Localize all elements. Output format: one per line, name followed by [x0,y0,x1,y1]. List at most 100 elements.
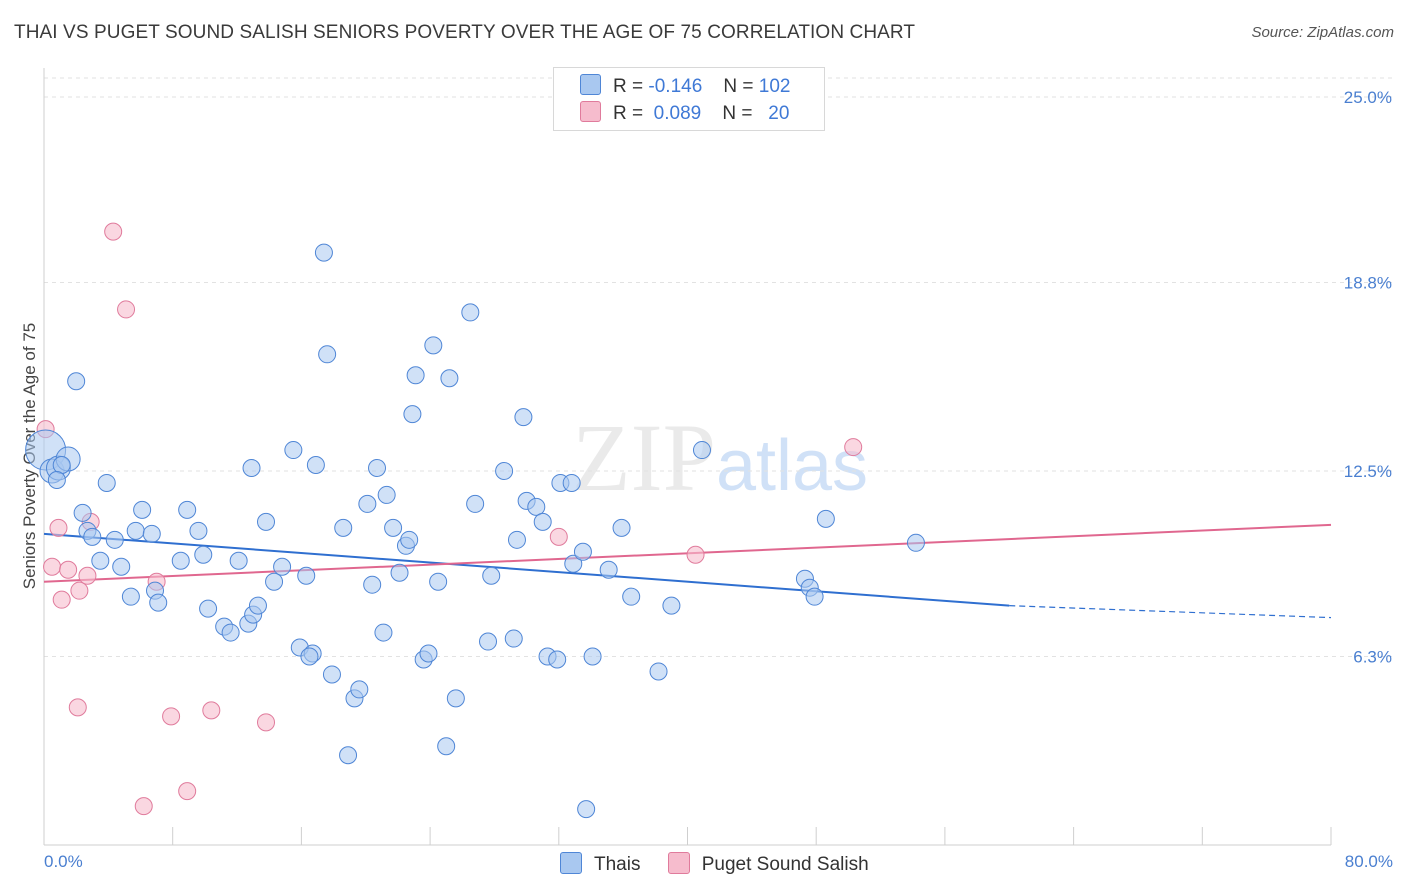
thai-point [52,456,71,475]
salish-point [43,557,62,576]
thai-point [482,566,501,585]
r-value-thai: -0.146 [648,76,703,97]
thai-point [495,462,514,480]
salish-point [68,698,87,717]
thai-point [199,599,218,618]
n-value-salish: 20 [768,103,790,124]
salish-point [104,222,123,241]
salish-point [70,581,89,600]
thai-point [273,557,292,576]
y-tick-label: 6.3% [1353,648,1392,667]
watermark-zip: ZIP [572,404,716,511]
thai-point [573,542,592,561]
legend-item-salish[interactable]: Puget Sound Salish [667,852,869,876]
salish-swatch [580,101,601,122]
thai-point [419,644,438,663]
thai-points [25,243,925,819]
y-tick-label: 25.0% [1344,88,1392,107]
thai-point [479,632,498,651]
salish-points [36,222,863,816]
thai-point [350,680,369,699]
trend-lines [43,523,1332,619]
thai-point [440,369,459,388]
x-tick-max: 80.0% [1344,852,1393,871]
thai-point [577,800,596,819]
thai-point [73,503,92,522]
thai-point [466,494,485,513]
salish-point [844,438,863,457]
thai-point [67,372,86,391]
thai-point [406,366,425,385]
thai-point [424,336,443,355]
thai-point [377,485,396,504]
thai-point [133,500,152,519]
y-tick-labels: 6.3% 12.5% 18.8% 25.0% [1344,88,1392,667]
thai-point [248,596,267,615]
thai-point [142,524,161,543]
thai-point [229,551,248,570]
thai-point [374,623,393,642]
thai-point [265,572,284,591]
r-value-salish: 0.089 [653,103,702,124]
thai-point [816,509,835,528]
thai-point [47,470,66,489]
thai-point [314,243,333,262]
thai-point [437,737,456,756]
thai-point [649,662,668,681]
salish-point [59,560,78,579]
legend-label-salish: Puget Sound Salish [701,854,869,875]
thai-point [221,623,240,642]
thai-point [429,572,448,591]
thai-point [384,518,403,537]
thai-point [461,303,480,322]
thai-point [358,494,377,513]
thai-point [194,545,213,564]
thai-point [403,405,422,424]
salish-point [202,701,221,720]
thai-point [805,587,824,606]
thai-point [322,665,341,684]
legend-row-thai: R = -0.146 N = 102 [580,74,790,100]
legend-item-thais[interactable]: Thais [560,852,640,876]
salish-point [178,782,197,801]
y-tick-label: 12.5% [1344,462,1392,481]
thai-point [284,441,303,460]
salish-point [162,707,181,726]
thai-point [548,650,567,669]
x-tick-min: 0.0% [44,852,83,871]
thai-point [178,500,197,519]
thai-point [83,527,102,546]
salish-point [686,545,705,564]
thai-point [318,345,337,364]
thai-point [507,530,526,549]
thai-point [692,441,711,460]
thai-point [612,518,631,537]
thai-point [564,554,583,573]
thais-swatch [560,852,582,874]
thai-point [363,575,382,594]
thai-point [368,459,387,478]
thai-point [91,551,110,570]
r-label: R = [613,76,644,97]
thai-point [171,551,190,570]
thai-trend-line [43,532,1010,607]
series-legend: Thais Puget Sound Salish [560,852,891,876]
thai-swatch [580,74,601,95]
salish-point [117,300,136,319]
salish-point [49,518,68,537]
thai-point [257,512,276,531]
thai-point [306,456,325,475]
thai-point [105,530,124,549]
legend-row-salish: R = 0.089 N = 20 [580,101,789,127]
thai-point [562,473,581,492]
thai-point [189,521,208,540]
chart-title: THAI VS PUGET SOUND SALISH SENIORS POVER… [14,22,916,43]
gridlines [44,77,1392,658]
thai-point [599,560,618,579]
y-tick-label: 18.8% [1344,274,1392,293]
n-value-thai: 102 [758,76,791,97]
thai-point [126,521,145,540]
thai-trend-extension [1009,605,1332,619]
thai-point [242,459,261,478]
thai-point [112,557,131,576]
